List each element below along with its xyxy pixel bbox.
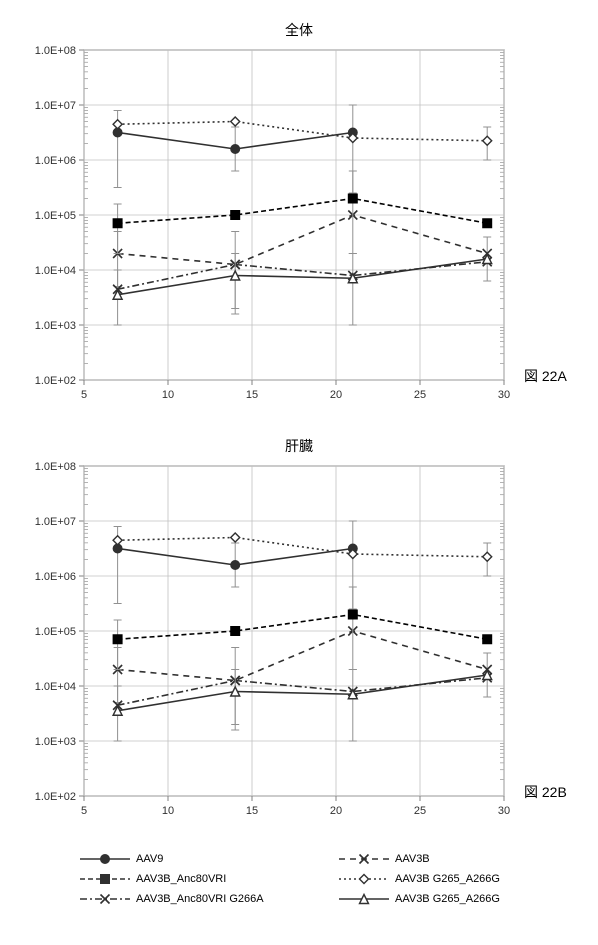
chart-b-wrapper: 肝臓 1.0E+021.0E+031.0E+041.0E+051.0E+061.… bbox=[20, 436, 578, 822]
svg-text:25: 25 bbox=[414, 389, 426, 401]
svg-text:1.0E+07: 1.0E+07 bbox=[35, 516, 76, 528]
legend-item: AAV3B G265_A266G bbox=[339, 872, 578, 886]
svg-text:20: 20 bbox=[330, 805, 342, 817]
legend-swatch bbox=[339, 872, 389, 886]
legend-swatch bbox=[339, 892, 389, 906]
legend-item: AAV3B_Anc80VRI G266A bbox=[80, 892, 319, 906]
legend-item: AAV3B G265_A266G bbox=[339, 892, 578, 906]
svg-text:1.0E+08: 1.0E+08 bbox=[35, 461, 76, 473]
chart-a-title: 全体 bbox=[20, 20, 578, 40]
legend-item: AAV3B bbox=[339, 852, 578, 866]
legend-label: AAV3B G265_A266G bbox=[395, 873, 500, 885]
svg-text:1.0E+08: 1.0E+08 bbox=[35, 45, 76, 57]
svg-text:10: 10 bbox=[162, 389, 174, 401]
legend-swatch bbox=[80, 872, 130, 886]
svg-text:1.0E+06: 1.0E+06 bbox=[35, 155, 76, 167]
legend-swatch bbox=[80, 892, 130, 906]
svg-text:1.0E+04: 1.0E+04 bbox=[35, 681, 76, 693]
svg-text:1.0E+06: 1.0E+06 bbox=[35, 571, 76, 583]
svg-text:5: 5 bbox=[81, 805, 87, 817]
svg-text:1.0E+02: 1.0E+02 bbox=[35, 791, 76, 803]
legend-swatch bbox=[80, 852, 130, 866]
svg-text:1.0E+05: 1.0E+05 bbox=[35, 626, 76, 638]
chart-a-plot: 1.0E+02 1.0E+03 1.0E+04 1.0E+05 1.0E+06 1.0E+… bbox=[20, 44, 514, 406]
svg-text:1.0E+07: 1.0E+07 bbox=[35, 100, 76, 112]
legend-label: AAV3B_Anc80VRI G266A bbox=[136, 893, 264, 905]
legend-label: AAV3B_Anc80VRI bbox=[136, 873, 226, 885]
chart-a-wrapper: 全体 1.0E+021.0E+031.0E+041.0E+051.0E+061.… bbox=[20, 20, 578, 406]
svg-text:1.0E+05: 1.0E+05 bbox=[35, 210, 76, 222]
svg-text:25: 25 bbox=[414, 805, 426, 817]
legend-swatch bbox=[339, 852, 389, 866]
svg-text:1.0E+04: 1.0E+04 bbox=[35, 265, 76, 277]
legend-item: AAV3B_Anc80VRI bbox=[80, 872, 319, 886]
svg-text:20: 20 bbox=[330, 389, 342, 401]
svg-text:15: 15 bbox=[246, 805, 258, 817]
svg-text:1.0E+03: 1.0E+03 bbox=[35, 320, 76, 332]
chart-b-plot: 1.0E+02 1.0E+03 1.0E+04 1.0E+05 1.0E+06 1.0E+… bbox=[20, 460, 514, 822]
svg-text:30: 30 bbox=[498, 805, 510, 817]
chart-b-side-label: 図 22B bbox=[524, 782, 567, 802]
legend-label: AAV3B bbox=[395, 853, 430, 865]
svg-text:30: 30 bbox=[498, 389, 510, 401]
chart-a-side-label: 図 22A bbox=[524, 366, 567, 386]
svg-text:1.0E+03: 1.0E+03 bbox=[35, 736, 76, 748]
svg-text:1.0E+02: 1.0E+02 bbox=[35, 375, 76, 387]
legend: AAV9 AAV3B AAV3B_Anc80VRI AAV3B G265_A266G A… bbox=[80, 852, 578, 906]
legend-label: AAV9 bbox=[136, 853, 163, 865]
legend-item: AAV9 bbox=[80, 852, 319, 866]
legend-label: AAV3B G265_A266G bbox=[395, 893, 500, 905]
svg-text:10: 10 bbox=[162, 805, 174, 817]
svg-text:5: 5 bbox=[81, 389, 87, 401]
chart-b-title: 肝臓 bbox=[20, 436, 578, 456]
svg-text:15: 15 bbox=[246, 389, 258, 401]
